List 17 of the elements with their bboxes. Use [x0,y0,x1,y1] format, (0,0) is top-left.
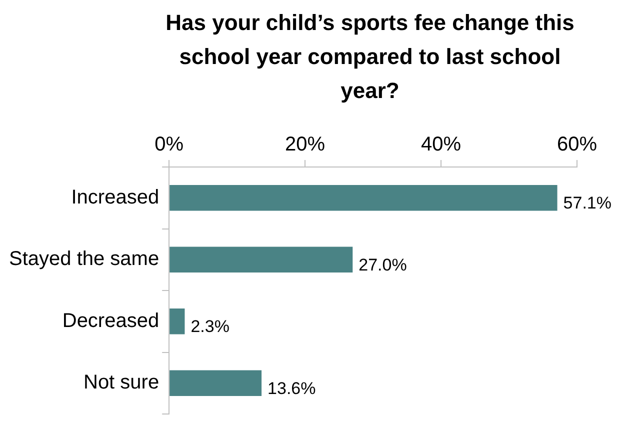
y-tick-label: Decreased [62,310,160,332]
x-tick-label: 0% [154,134,184,156]
y-tick-label: Stayed the same [8,248,160,270]
data-label: 57.1% [563,194,612,213]
x-tick-label: 20% [285,134,326,156]
bar [170,246,353,272]
bar [170,185,558,211]
chart-title: Has your child’s sports fee change this school year compared to last school year? [164,9,576,105]
y-tick-label: Not sure [83,372,160,394]
data-label: 2.3% [190,317,230,336]
bar [170,370,262,396]
y-tick-label: Increased [71,186,160,208]
x-tick-label: 40% [421,134,462,156]
data-label: 13.6% [268,378,316,398]
data-label: 27.0% [358,255,407,274]
bar [170,308,185,334]
x-tick-label: 60% [556,134,598,156]
